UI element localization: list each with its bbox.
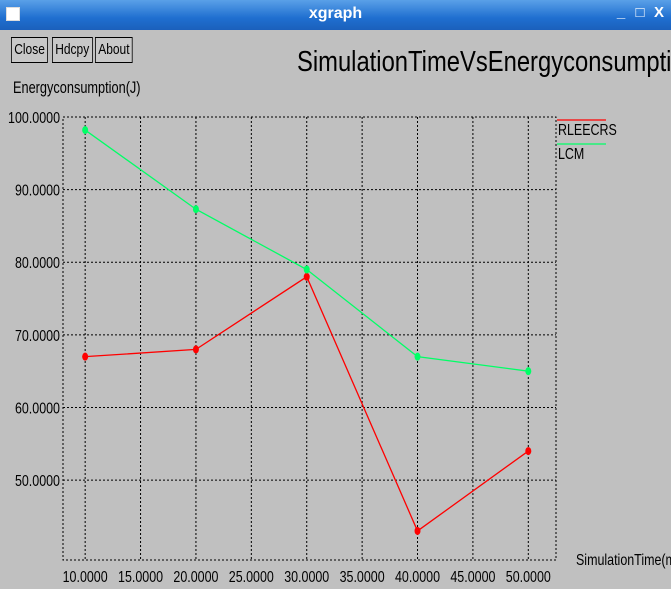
x-tick-label: 15.0000 [118, 569, 163, 587]
data-point [303, 265, 310, 274]
chart-title: SimulationTimeVsEnergyconsumption [297, 46, 671, 78]
window-title: xgraph [308, 5, 363, 22]
x-tick-label: 40.0000 [395, 569, 440, 587]
x-tick-label: 20.0000 [173, 569, 218, 587]
maximize-icon[interactable]: □ [635, 4, 645, 21]
minimize-icon[interactable]: _ [616, 4, 626, 21]
legend-label-rleecrs: RLEECRS [558, 122, 617, 140]
data-point [414, 352, 421, 361]
plot-frame [62, 116, 557, 561]
x-tick-label: 30.0000 [284, 569, 329, 587]
y-tick-label: 70.0000 [15, 327, 60, 345]
title-bar: xgraph _ □ X [0, 0, 671, 30]
close-window-icon[interactable]: X [653, 4, 664, 21]
data-point [525, 447, 532, 456]
about-button[interactable]: About [95, 37, 133, 63]
x-tick-label: 50.0000 [506, 569, 551, 587]
hdcpy-button[interactable]: Hdcpy [52, 37, 93, 63]
x-tick-label: 45.0000 [450, 569, 495, 587]
y-axis-label: Energyconsumption(J) [13, 78, 141, 97]
x-tick-label: 25.0000 [229, 569, 274, 587]
data-point [192, 205, 199, 214]
window-menu-icon[interactable] [6, 7, 20, 21]
y-tick-label: 100.0000 [8, 110, 60, 128]
x-tick-label: 35.0000 [340, 569, 385, 587]
data-point [414, 526, 421, 535]
data-point [525, 367, 532, 376]
y-tick-label: 80.0000 [15, 255, 60, 273]
y-tick-label: 90.0000 [15, 182, 60, 200]
legend-label-lcm: LCM [558, 146, 584, 164]
data-point [82, 126, 89, 135]
y-tick-label: 50.0000 [15, 473, 60, 491]
data-point [303, 272, 310, 281]
y-tick-label: 60.0000 [15, 400, 60, 418]
x-axis-label: SimulationTime(m [576, 552, 671, 570]
data-point [82, 352, 89, 361]
data-point [192, 345, 199, 354]
close-button[interactable]: Close [11, 37, 49, 63]
x-tick-label: 10.0000 [63, 569, 108, 587]
